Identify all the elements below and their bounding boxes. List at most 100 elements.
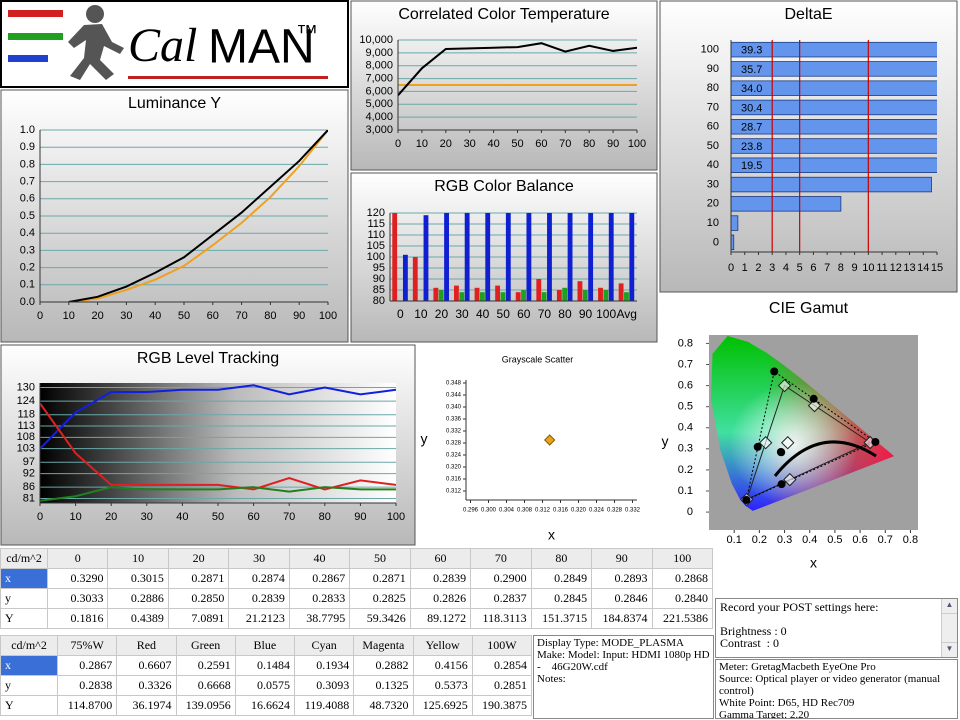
x-tick-label: 0 [728, 262, 734, 274]
bar [598, 287, 603, 301]
x-tick-label: 40 [176, 511, 188, 523]
table-cell: 0.2825 [349, 588, 411, 609]
data-label: 28.7 [741, 122, 762, 134]
x-tick-label: 15 [931, 262, 943, 274]
y-tick-label: 0.5 [20, 210, 35, 222]
bar [577, 281, 583, 301]
y-tick-label: 0.4 [678, 422, 693, 434]
column-header: 100W [471, 635, 533, 656]
column-header: 30 [228, 548, 290, 569]
info-line: Meter: GretagMacbeth EyeOne Pro [719, 661, 876, 673]
bar [392, 213, 398, 301]
scroll-up[interactable]: ▲ [942, 599, 957, 614]
y-tick-label: 0.9 [20, 141, 35, 153]
data-label: 30.4 [741, 102, 762, 114]
row-label: Y [0, 695, 58, 716]
x-tick-label: 0.296 [463, 508, 479, 514]
bar [556, 290, 562, 301]
column-header: 100 [651, 548, 714, 569]
x-tick-label: 60 [247, 511, 259, 523]
y-tick-label: 60 [707, 121, 719, 133]
info-line: Gamma Target: 2.20 [719, 709, 810, 719]
bar [505, 213, 511, 301]
table-cell: 0.2591 [175, 655, 236, 676]
notes-box[interactable]: Record your POST settings here: Brightne… [715, 598, 958, 658]
x-tick-label: 100 [319, 310, 337, 322]
y-tick-label: 0.7 [20, 176, 35, 188]
column-header: Yellow [412, 635, 473, 656]
y-tick-label: 95 [373, 262, 385, 274]
row-label: y [0, 588, 48, 609]
table-row: y 0.2838 0.3326 0.6668 0.0575 0.3093 0.1325 0.5… [0, 675, 533, 696]
x-tick-label: 70 [538, 307, 552, 321]
table-cell: 59.3426 [349, 608, 411, 629]
y-tick-label: 85 [373, 284, 385, 296]
info-line: - 46G20W.cdf [537, 661, 608, 673]
table-cell: 0.2871 [349, 568, 411, 589]
info-line: Display Type: MODE_PLASMA [537, 637, 684, 649]
y-tick-label: 0.3 [20, 244, 35, 256]
column-header: 0 [46, 548, 109, 569]
x-tick-label: 3 [769, 262, 775, 274]
y-tick-label: 124 [17, 395, 35, 407]
x-tick-label: 5 [797, 262, 803, 274]
table-cell: 7.0891 [167, 608, 230, 629]
x-tick-label: 10 [416, 138, 428, 150]
info-line: White Point: D65, HD Rec709 [719, 697, 855, 709]
x-tick-label: 0.6 [852, 534, 867, 546]
y-tick-label: 0.0 [20, 296, 35, 308]
x-tick-label: 100 [628, 138, 646, 150]
y-tick-label: 0 [687, 506, 693, 518]
column-header: 90 [591, 548, 653, 569]
y-tick-label: 9,000 [365, 47, 393, 59]
chart-title: Luminance Y [128, 95, 221, 112]
cie-locus-white [711, 336, 895, 511]
column-header: 70 [470, 548, 532, 569]
y-tick-label: 0.1 [678, 485, 693, 497]
y-tick-label: 20 [707, 198, 719, 210]
column-header: 20 [167, 548, 230, 569]
y-tick-label: 4,000 [365, 111, 393, 123]
table-cell: 0.2850 [167, 588, 230, 609]
y-tick-label: 86 [23, 481, 35, 493]
y-tick-label: 0.3 [678, 443, 693, 455]
y-tick-label: 105 [367, 240, 385, 252]
bar [454, 285, 459, 301]
table-cell: 89.1272 [409, 608, 472, 629]
scroll-down[interactable]: ▼ [942, 642, 957, 657]
info-line: Brightness : 0 [720, 624, 787, 638]
table-cell: 0.2851 [471, 675, 533, 696]
data-label: 19.5 [741, 160, 762, 172]
x-tick-label: 0.4 [802, 534, 817, 546]
x-tick-label: 10 [414, 307, 428, 321]
bar [541, 292, 547, 301]
table-cell: 221.5386 [651, 608, 714, 629]
table-cell: 0.1484 [234, 655, 296, 676]
y-tick-label: 110 [367, 229, 385, 241]
bar [412, 257, 418, 301]
table-cell: 0.3093 [293, 675, 355, 696]
x-tick-label: 100 [387, 511, 405, 523]
bar [479, 292, 485, 301]
table-cell: 36.1974 [116, 695, 177, 716]
y-tick-label: 0.6 [20, 193, 35, 205]
bar [588, 213, 594, 301]
info-line: Notes: [537, 673, 566, 685]
series-line [40, 402, 396, 491]
table-cell: 0.2893 [591, 568, 653, 589]
x-tick-label: 70 [235, 310, 247, 322]
x-tick-label: 80 [264, 310, 276, 322]
bar [731, 80, 937, 96]
bar [438, 290, 444, 301]
scrollbar[interactable]: ▲ ▼ [941, 599, 957, 657]
bar [521, 290, 526, 301]
bar [433, 287, 439, 301]
logo-text: Cal [128, 19, 197, 72]
column-header: cd/m^2 [0, 635, 58, 656]
table-row: Y 114.8700 36.1974 139.0956 16.6624 119.4088 4… [0, 695, 533, 716]
x-tick-label: 1 [742, 262, 748, 274]
table-cell: 0.2846 [591, 588, 653, 609]
x-tick-label: 60 [207, 310, 219, 322]
color-table: cd/m^2 75%W Red Green Blue Cyan Magenta Yellow 1… [0, 635, 533, 716]
x-tick-label: 0.328 [607, 508, 623, 514]
